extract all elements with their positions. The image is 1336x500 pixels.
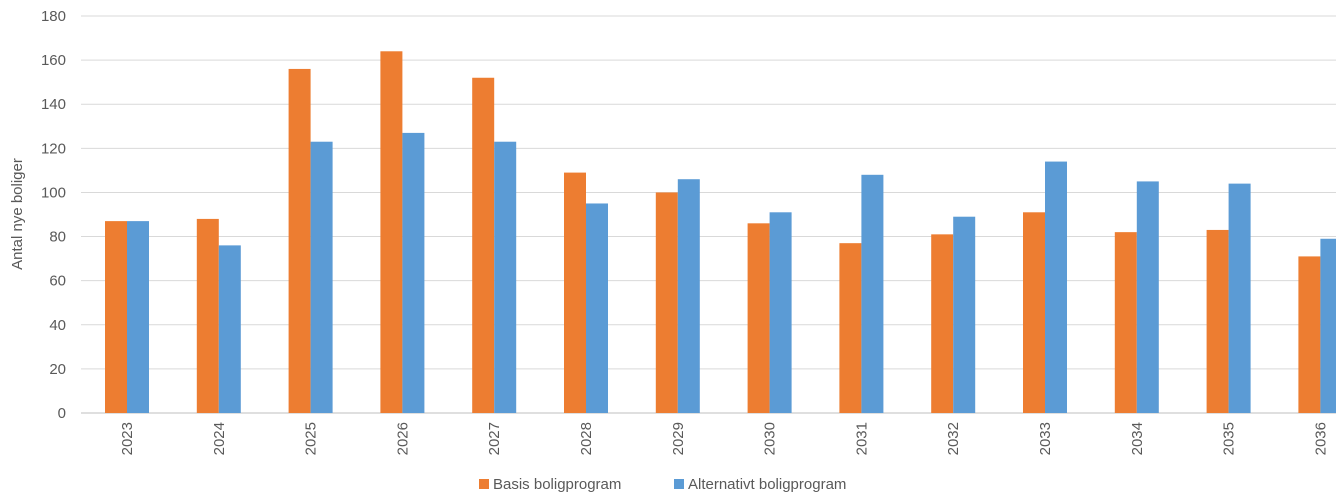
bar-basis-2023: [105, 221, 127, 413]
y-tick-label: 140: [41, 96, 66, 113]
legend-label-basis: Basis boligprogram: [493, 476, 621, 493]
x-tick-label: 2030: [762, 422, 779, 455]
bar-alternativt-2035: [1228, 183, 1251, 413]
bar-basis-2027: [472, 77, 495, 413]
bar-alternativt-2024: [218, 245, 241, 413]
bar-basis-2030: [747, 223, 770, 413]
y-tick-label: 60: [49, 273, 66, 290]
y-tick-label: 120: [41, 140, 66, 157]
bar-basis-2026: [380, 51, 403, 414]
bar-alternativt-2030: [769, 212, 792, 413]
bars: [105, 51, 1336, 414]
bar-basis-2024: [196, 218, 219, 413]
legend-swatch-alternativt: [674, 479, 684, 489]
bar-alternativt-2027: [494, 141, 517, 413]
y-axis-ticks: 0 20 40 60 80 100 120 140 160 180: [41, 8, 66, 422]
legend-swatch-basis: [479, 479, 489, 489]
x-tick-label: 2036: [1312, 422, 1329, 455]
bar-basis-2035: [1206, 229, 1229, 413]
y-tick-label: 180: [41, 8, 66, 25]
bar-basis-2036: [1298, 256, 1321, 413]
y-tick-label: 20: [49, 361, 66, 378]
x-tick-label: 2032: [945, 422, 962, 455]
bar-basis-2033: [1023, 212, 1045, 413]
x-tick-label: 2023: [119, 422, 136, 455]
bar-basis-2031: [839, 243, 862, 413]
bar-basis-2029: [655, 192, 678, 413]
y-tick-label: 80: [49, 229, 66, 246]
x-axis-ticks: 2023 2024 2025 2026 2027 2028 2029 2030 2031 2032…: [119, 422, 1329, 455]
bar-basis-2032: [931, 234, 954, 413]
bar-alternativt-2033: [1045, 161, 1067, 413]
bar-basis-2025: [288, 68, 311, 413]
bar-alternativt-2025: [310, 141, 333, 413]
legend: Basis boligprogram Alternativt boligprogr…: [479, 476, 846, 493]
y-tick-label: 0: [58, 405, 66, 422]
x-tick-label: 2035: [1221, 422, 1238, 455]
bar-alternativt-2023: [127, 221, 149, 413]
bar-alternativt-2032: [953, 216, 976, 413]
x-tick-label: 2034: [1129, 422, 1146, 455]
bar-basis-2034: [1114, 232, 1137, 413]
x-tick-label: 2029: [670, 422, 687, 455]
y-tick-label: 100: [41, 184, 66, 201]
bar-basis-2028: [564, 172, 586, 413]
y-axis-title: Antal nye boliger: [9, 158, 26, 270]
x-tick-label: 2028: [578, 422, 595, 455]
y-tick-label: 160: [41, 52, 66, 69]
bar-alternativt-2029: [677, 179, 700, 413]
x-tick-label: 2027: [486, 422, 503, 455]
bar-alternativt-2026: [402, 132, 425, 413]
bar-alternativt-2034: [1136, 181, 1159, 413]
bar-alternativt-2036: [1320, 238, 1336, 413]
x-tick-label: 2025: [303, 422, 320, 455]
legend-label-alternativt: Alternativt boligprogram: [688, 476, 846, 493]
bar-alternativt-2028: [586, 203, 608, 413]
x-tick-label: 2031: [853, 422, 870, 455]
x-tick-label: 2024: [211, 422, 228, 455]
x-tick-label: 2026: [394, 422, 411, 455]
bar-alternativt-2031: [861, 174, 884, 413]
y-tick-label: 40: [49, 317, 66, 334]
x-tick-label: 2033: [1037, 422, 1054, 455]
